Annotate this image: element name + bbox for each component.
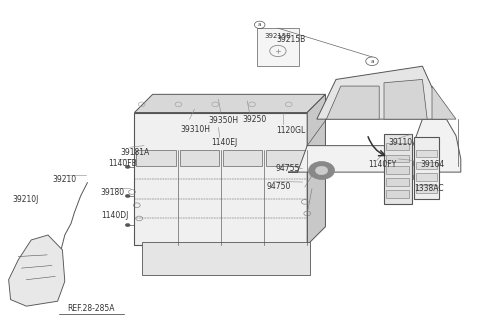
Circle shape	[400, 162, 426, 179]
Text: 39215B: 39215B	[264, 33, 291, 39]
Text: 94750: 94750	[266, 181, 291, 191]
Polygon shape	[317, 66, 446, 119]
Text: REF.28-285A: REF.28-285A	[68, 304, 115, 313]
Bar	[416, 150, 437, 157]
Polygon shape	[307, 94, 325, 245]
Bar	[384, 134, 412, 204]
Text: 1140DJ: 1140DJ	[101, 211, 128, 220]
Circle shape	[125, 194, 130, 198]
Text: 1120GL: 1120GL	[276, 126, 305, 135]
Circle shape	[309, 162, 335, 179]
Bar	[386, 143, 409, 150]
Text: 1140FB: 1140FB	[108, 159, 137, 168]
Bar	[180, 150, 219, 166]
Text: 39350H: 39350H	[209, 116, 239, 125]
Bar	[416, 173, 437, 181]
Text: 39250: 39250	[242, 115, 267, 124]
Bar	[136, 150, 176, 166]
Bar	[386, 178, 409, 186]
Text: a: a	[370, 59, 374, 64]
Text: 39181A: 39181A	[120, 148, 149, 158]
Text: 1338AC: 1338AC	[414, 183, 444, 193]
Text: 39180: 39180	[101, 188, 125, 197]
Polygon shape	[288, 119, 461, 172]
Bar	[386, 190, 409, 198]
Polygon shape	[384, 79, 427, 119]
Circle shape	[125, 223, 130, 227]
Bar	[266, 150, 305, 166]
Bar	[416, 162, 437, 169]
Circle shape	[407, 166, 419, 175]
Bar	[257, 28, 299, 66]
Polygon shape	[432, 86, 456, 119]
Polygon shape	[9, 235, 65, 306]
Bar	[416, 185, 437, 193]
Circle shape	[315, 166, 328, 175]
Bar	[414, 137, 439, 199]
Text: 39215B: 39215B	[276, 35, 305, 44]
Bar	[142, 242, 310, 275]
Text: 39110: 39110	[389, 138, 413, 148]
Text: 39310H: 39310H	[180, 124, 210, 134]
Text: 39210J: 39210J	[12, 195, 38, 204]
Polygon shape	[134, 94, 325, 113]
Text: 1140EJ: 1140EJ	[211, 138, 238, 148]
Text: 94755: 94755	[276, 164, 300, 173]
Bar	[386, 166, 409, 174]
Bar	[223, 150, 262, 166]
Text: 39164: 39164	[420, 160, 444, 169]
Polygon shape	[134, 113, 307, 245]
Text: 1140FY: 1140FY	[369, 160, 397, 169]
Circle shape	[125, 165, 130, 168]
Text: a: a	[258, 22, 262, 27]
Bar	[386, 155, 409, 162]
Text: 39210: 39210	[53, 175, 77, 184]
Polygon shape	[326, 86, 379, 119]
